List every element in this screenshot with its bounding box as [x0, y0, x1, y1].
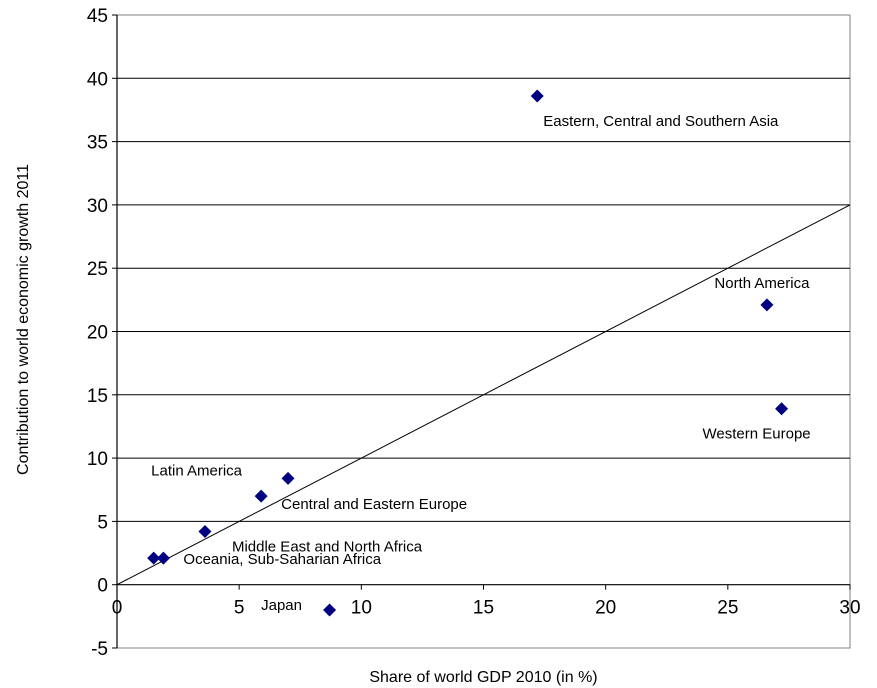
x-axis-title: Share of world GDP 2010 (in %)	[369, 669, 597, 686]
point-label: Eastern, Central and Southern Asia	[543, 113, 779, 130]
y-tick-label: 30	[87, 196, 108, 217]
data-point	[147, 551, 161, 565]
data-point	[281, 471, 295, 485]
point-label: Central and Eastern Europe	[281, 496, 467, 513]
point-label: Japan	[261, 597, 302, 614]
y-tick-label: 45	[87, 6, 108, 27]
x-tick-label: 5	[234, 598, 245, 619]
x-tick-labels: 0 5 10 15 20 25 30	[112, 598, 861, 619]
point-label: Latin America	[151, 462, 243, 479]
point-label: Oceania, Sub-Saharian Africa	[183, 551, 381, 568]
y-axis-title: Contribution to world economic growth 20…	[15, 164, 32, 475]
y-tick-label: 25	[87, 259, 108, 280]
y-tick-label: 35	[87, 133, 108, 154]
x-tick-label: 20	[595, 598, 616, 619]
data-point	[254, 489, 268, 503]
data-point	[323, 603, 337, 617]
point-label: North America	[714, 275, 810, 292]
y-tick-label: 15	[87, 386, 108, 407]
data-point	[530, 89, 544, 103]
y-tick-labels: -5 0 5 10 15 20 25 30 35 40 45	[87, 6, 108, 660]
axis-ticks	[112, 14, 851, 649]
data-point	[156, 551, 170, 565]
reference-line	[116, 204, 851, 586]
data-points	[147, 89, 789, 617]
x-tick-label: 10	[351, 598, 372, 619]
x-tick-label: 0	[112, 598, 123, 619]
point-labels: Eastern, Central and Southern Asia North …	[151, 113, 811, 614]
x-tick-label: 15	[473, 598, 494, 619]
data-point	[775, 402, 789, 416]
y-tick-label: 0	[97, 576, 108, 597]
data-point	[760, 298, 774, 312]
x-tick-label: 25	[717, 598, 738, 619]
point-label: Western Europe	[703, 426, 811, 443]
y-tick-label: 5	[97, 512, 108, 533]
y-tick-label: 40	[87, 69, 108, 90]
y-tick-label: -5	[91, 639, 108, 660]
point-label: Middle East and North Africa	[232, 539, 423, 556]
data-point	[198, 525, 212, 539]
y-tick-label: 20	[87, 323, 108, 344]
y-tick-label: 10	[87, 449, 108, 470]
x-tick-label: 30	[839, 598, 860, 619]
